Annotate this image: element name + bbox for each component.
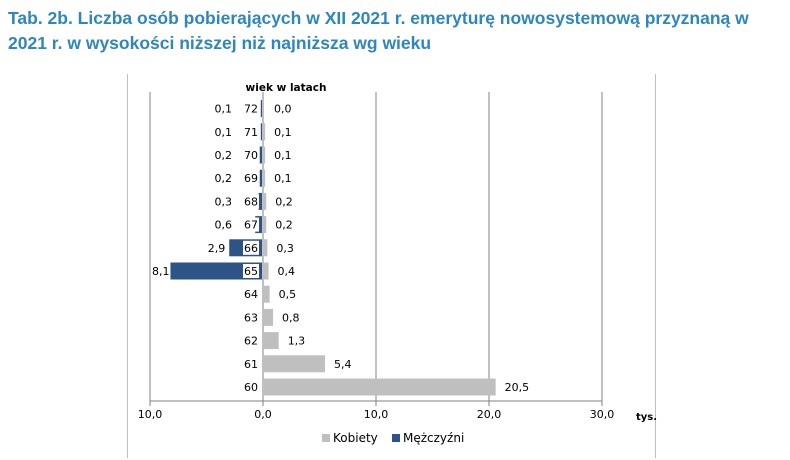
label-kobiety-71: 0,1 bbox=[274, 126, 292, 139]
age-label-box bbox=[243, 356, 259, 371]
age-label-60: 60 bbox=[244, 381, 258, 394]
label-kobiety-64: 0,5 bbox=[279, 288, 297, 301]
label-mezczyzni-65: 8,1 bbox=[152, 265, 170, 278]
x-tick-label: 0,0 bbox=[254, 408, 272, 421]
label-kobiety-63: 0,8 bbox=[282, 311, 300, 324]
bar-mezczyzni-65 bbox=[170, 262, 262, 280]
legend-swatch-kobiety bbox=[322, 434, 330, 442]
age-label-64: 64 bbox=[244, 288, 258, 301]
label-mezczyzni-69: 0,2 bbox=[215, 172, 233, 185]
bar-kobiety-68 bbox=[264, 192, 267, 210]
legend-swatch-mezczyzni bbox=[392, 434, 400, 442]
label-kobiety-66: 0,3 bbox=[276, 242, 294, 255]
x-tick-label: 10,0 bbox=[138, 408, 163, 421]
label-kobiety-60: 20,5 bbox=[505, 381, 530, 394]
legend-label-kobiety: Kobiety bbox=[333, 431, 378, 445]
age-label-box bbox=[243, 333, 259, 348]
legend-label-mezczyzni: Mężczyźni bbox=[403, 431, 464, 445]
bar-mezczyzni-68 bbox=[258, 192, 262, 210]
age-label-69: 69 bbox=[244, 172, 258, 185]
age-label-box bbox=[243, 287, 259, 302]
x-tick-label: 10,0 bbox=[364, 408, 389, 421]
age-label-box bbox=[243, 380, 259, 394]
bar-kobiety-69 bbox=[264, 169, 266, 187]
age-label-71: 71 bbox=[244, 126, 258, 139]
bar-mezczyzni-72 bbox=[260, 100, 262, 118]
bar-mezczyzni-71 bbox=[260, 123, 262, 141]
label-mezczyzni-71: 0,1 bbox=[215, 126, 233, 139]
label-mezczyzni-67: 0,6 bbox=[215, 219, 233, 232]
bar-kobiety-67 bbox=[264, 216, 267, 234]
label-kobiety-69: 0,1 bbox=[274, 172, 292, 185]
age-label-67: 67 bbox=[244, 219, 258, 232]
label-kobiety-62: 1,3 bbox=[288, 335, 306, 348]
chart-frame bbox=[127, 74, 656, 458]
label-kobiety-70: 0,1 bbox=[274, 149, 292, 162]
bar-kobiety-71 bbox=[264, 123, 266, 141]
age-label-63: 63 bbox=[244, 311, 258, 324]
label-kobiety-61: 5,4 bbox=[334, 358, 352, 371]
age-label-62: 62 bbox=[244, 335, 258, 348]
bar-mezczyzni-69 bbox=[259, 169, 262, 187]
x-tick-label: 20,0 bbox=[477, 408, 502, 421]
age-label-box bbox=[243, 217, 259, 232]
age-label-68: 68 bbox=[244, 195, 258, 208]
age-label-70: 70 bbox=[244, 149, 258, 162]
age-label-box bbox=[243, 124, 259, 139]
age-label-72: 72 bbox=[244, 103, 258, 116]
bar-kobiety-64 bbox=[264, 285, 270, 303]
bar-kobiety-70 bbox=[264, 146, 266, 164]
label-kobiety-67: 0,2 bbox=[275, 219, 293, 232]
label-kobiety-72: 0,0 bbox=[274, 103, 292, 116]
x-axis-unit: tys. bbox=[636, 412, 657, 423]
x-tick-label: 30,0 bbox=[590, 408, 615, 421]
y-axis-label: wiek w latach bbox=[246, 82, 327, 94]
age-label-65: 65 bbox=[244, 265, 258, 278]
label-kobiety-65: 0,4 bbox=[278, 265, 296, 278]
label-mezczyzni-66: 2,9 bbox=[208, 242, 226, 255]
age-label-box bbox=[243, 240, 259, 255]
age-label-box bbox=[243, 264, 259, 278]
chart-title: Tab. 2b. Liczba osób pobierających w XII… bbox=[8, 6, 778, 56]
bar-kobiety-60 bbox=[264, 378, 496, 396]
age-label-box bbox=[243, 194, 259, 209]
label-kobiety-68: 0,2 bbox=[275, 195, 293, 208]
bar-kobiety-65 bbox=[264, 262, 269, 280]
title-line-2: 2021 r. w wysokości niższej niż najniższ… bbox=[8, 33, 432, 53]
title-line-1: Tab. 2b. Liczba osób pobierających w XII… bbox=[8, 8, 749, 28]
label-mezczyzni-68: 0,3 bbox=[215, 195, 233, 208]
bar-kobiety-63 bbox=[264, 308, 274, 326]
age-label-box bbox=[243, 148, 259, 162]
bar-mezczyzni-70 bbox=[259, 146, 262, 164]
age-label-61: 61 bbox=[244, 358, 258, 371]
age-label-box bbox=[243, 101, 259, 116]
label-mezczyzni-70: 0,2 bbox=[215, 149, 233, 162]
label-mezczyzni-72: 0,1 bbox=[215, 103, 233, 116]
age-label-box bbox=[243, 310, 259, 325]
age-label-66: 66 bbox=[244, 242, 258, 255]
bar-kobiety-62 bbox=[264, 332, 279, 350]
bar-kobiety-66 bbox=[264, 239, 268, 257]
age-label-box bbox=[243, 171, 259, 186]
bar-kobiety-61 bbox=[264, 355, 326, 373]
